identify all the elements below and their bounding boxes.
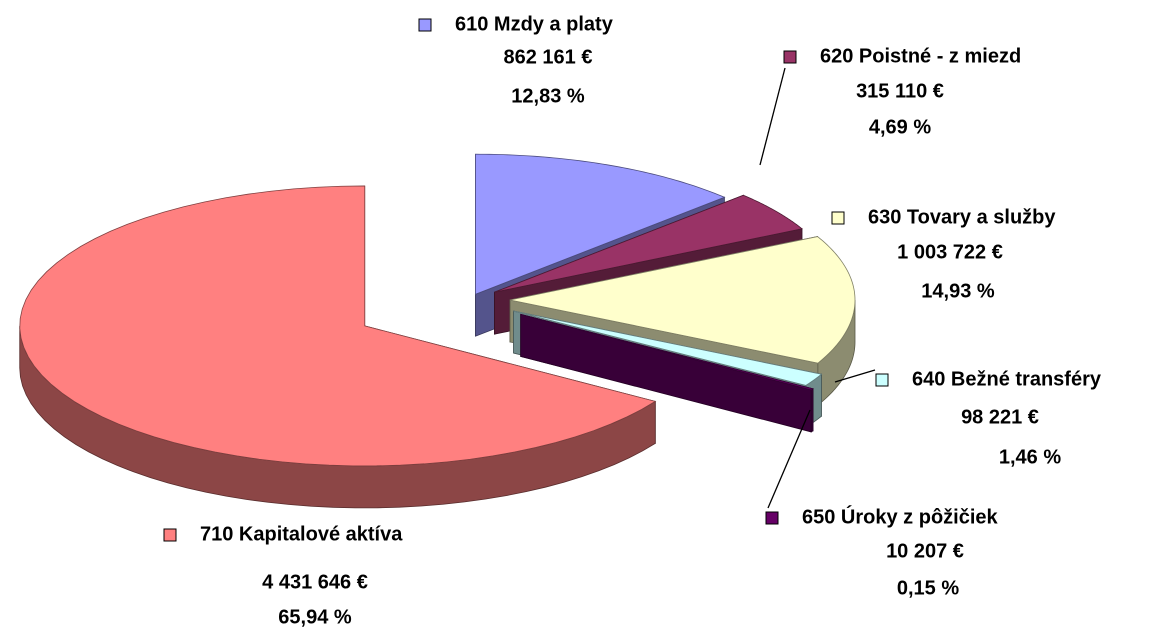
slice-top (520, 314, 815, 391)
slice-top (509, 236, 856, 364)
legend-swatch (418, 18, 432, 32)
legend-swatch (163, 528, 177, 542)
percent-label: 1,46 % (999, 446, 1061, 468)
slice-side (810, 388, 814, 433)
category-label: 610 Mzdy a platy (455, 13, 614, 35)
percent-label: 65,94 % (278, 606, 352, 627)
leader-line (834, 369, 876, 383)
category-label: 620 Poistné - z miezd (820, 45, 1021, 67)
category-label: 710 Kapitalové aktíva (200, 523, 403, 545)
value-label: 862 161 € (504, 46, 593, 68)
category-label: 650 Úroky z pôžičiek (802, 504, 999, 528)
slice-top (475, 153, 726, 295)
value-label: 4 431 646 € (262, 571, 368, 593)
slice-top (513, 310, 823, 386)
legend-swatch (831, 211, 845, 225)
category-label: 630 Tovary a služby (868, 206, 1056, 228)
value-label: 10 207 € (886, 540, 964, 562)
pie (19, 153, 856, 509)
leader-line (767, 409, 811, 509)
value-label: 315 110 € (856, 80, 944, 102)
leader-line (759, 67, 786, 166)
legend-swatch (783, 50, 797, 64)
percent-label: 4,69 % (869, 116, 931, 138)
category-label: 640 Bežné transféry (912, 368, 1102, 390)
value-label: 98 221 € (961, 406, 1039, 428)
percent-label: 12,83 % (511, 85, 585, 107)
slice (520, 313, 815, 433)
legend-swatch (765, 511, 779, 525)
legend-swatch (875, 373, 889, 387)
slice-top (19, 185, 657, 467)
percent-label: 0,15 % (897, 577, 959, 599)
slice-top (494, 194, 803, 293)
labels: 610 Mzdy a platy 862 161 € 12,83 % 620 Pois… (163, 13, 1102, 627)
percent-label: 14,93 % (921, 280, 995, 302)
value-label: 1 003 722 € (897, 241, 1003, 263)
slice (19, 185, 657, 509)
